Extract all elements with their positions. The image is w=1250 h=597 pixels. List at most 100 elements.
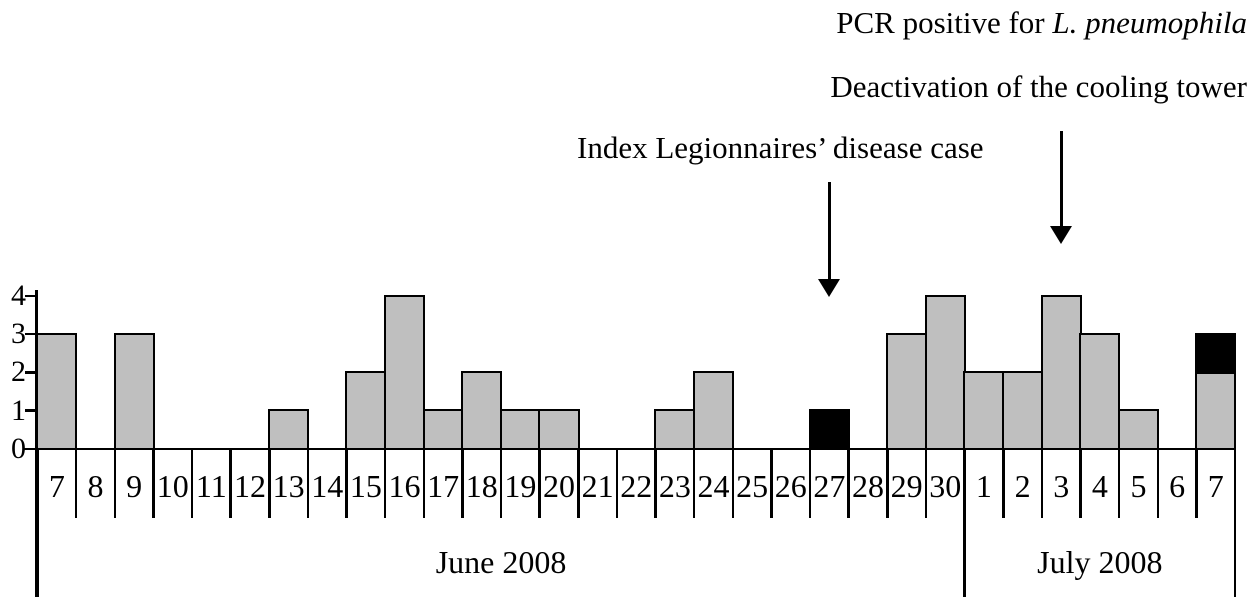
day-separator-tick (1117, 450, 1121, 518)
day-separator-tick (499, 450, 503, 518)
day-label-june-19: 19 (504, 468, 537, 504)
y-axis-tick (25, 332, 37, 336)
day-label-june-27: 27 (813, 468, 846, 504)
bar-june-24 (692, 371, 735, 451)
bar-june-29 (886, 332, 928, 451)
day-separator-tick (770, 450, 773, 518)
day-label-june-25: 25 (736, 468, 769, 504)
day-label-june-23: 23 (658, 468, 691, 504)
bar-july-3 (1040, 294, 1082, 451)
y-axis-tick-label: 4 (11, 278, 26, 312)
day-separator-tick (577, 450, 580, 518)
day-separator-tick (692, 450, 696, 518)
day-label-july-6: 6 (1169, 468, 1186, 504)
bar-june-30 (924, 294, 966, 451)
bar-june-17 (422, 409, 464, 451)
y-axis-tick (25, 447, 37, 451)
month-divider-line (36, 450, 39, 597)
bar-june-9 (113, 332, 155, 451)
y-axis-tick-label: 3 (11, 317, 26, 351)
day-separator-tick (538, 450, 541, 518)
month-label-june: June 2008 (435, 544, 567, 580)
day-separator-tick (615, 450, 619, 518)
day-separator-tick (190, 450, 194, 518)
day-label-july-7: 7 (1207, 468, 1224, 504)
day-label-june-8: 8 (87, 468, 104, 504)
day-separator-tick (1040, 450, 1044, 518)
bar-july-5 (1117, 409, 1159, 451)
day-label-june-24: 24 (697, 468, 730, 504)
day-separator-tick (847, 450, 850, 518)
day-label-june-9: 9 (126, 468, 143, 504)
day-separator-tick (152, 450, 155, 518)
day-separator-tick (74, 450, 78, 518)
day-separator-tick (383, 450, 387, 518)
month-divider-line (1233, 450, 1237, 597)
bar-june-19 (499, 409, 541, 451)
day-separator-tick (886, 450, 889, 518)
day-label-june-18: 18 (465, 468, 498, 504)
deactivation-label: Deactivation of the cooling tower (830, 69, 1247, 104)
day-label-june-16: 16 (388, 468, 421, 504)
y-axis-tick (25, 371, 37, 374)
deactivation-arrow-head (1050, 226, 1073, 244)
day-label-june-13: 13 (272, 468, 305, 504)
pneumophila-italic-text: L. pneumophila (1052, 5, 1247, 40)
day-label-july-5: 5 (1130, 468, 1147, 504)
bar-june-20 (538, 409, 580, 451)
pcr-positive-text: PCR positive for (836, 5, 1053, 40)
day-label-june-14: 14 (311, 468, 344, 504)
deactivation-arrow-line (1059, 131, 1063, 226)
day-label-june-20: 20 (543, 468, 575, 504)
x-axis-line (24, 447, 1237, 451)
bar-july-4 (1079, 332, 1121, 451)
bar-july-7 (1195, 371, 1237, 451)
day-label-june-29: 29 (890, 468, 923, 504)
day-label-june-7: 7 (48, 468, 65, 504)
day-separator-tick (461, 450, 464, 518)
day-label-june-12: 12 (233, 468, 266, 504)
day-label-july-1: 1 (975, 468, 992, 504)
month-divider-line (963, 450, 966, 597)
day-label-june-17: 17 (427, 468, 460, 504)
bar-june-18 (461, 371, 503, 451)
bar-june-7 (36, 332, 78, 451)
month-label-july: July 2008 (1037, 544, 1163, 580)
index-case-label: Index Legionnaires’ disease case (577, 130, 984, 165)
bar-june-23 (654, 409, 696, 451)
day-label-june-30: 30 (929, 468, 962, 504)
day-label-july-4: 4 (1091, 468, 1108, 504)
y-axis-tick (25, 294, 37, 298)
y-axis-tick-label: 0 (11, 432, 26, 465)
day-separator-tick (113, 450, 116, 518)
day-label-june-10: 10 (156, 468, 189, 504)
pcr-positive-label: PCR positive for L. pneumophila (836, 5, 1247, 41)
day-separator-tick (1079, 450, 1082, 518)
y-axis-tick-label: 1 (11, 393, 26, 427)
y-axis-tick (25, 409, 37, 412)
day-separator-tick (1156, 450, 1160, 518)
highlight-bar-june-27 (808, 409, 850, 451)
day-separator-tick (229, 450, 232, 518)
bar-june-15 (345, 371, 387, 451)
day-separator-tick (345, 450, 348, 518)
index-case-arrow-head (818, 279, 841, 297)
index-case-arrow-line (827, 182, 831, 279)
day-label-june-22: 22 (620, 468, 653, 504)
bar-july-2 (1002, 371, 1044, 451)
day-label-june-28: 28 (852, 468, 885, 504)
day-label-june-11: 11 (195, 468, 227, 504)
bar-july-1 (963, 371, 1005, 451)
day-label-june-21: 21 (581, 468, 614, 504)
day-separator-tick (268, 450, 271, 518)
day-separator-tick (1002, 450, 1005, 518)
day-label-july-3: 3 (1053, 468, 1070, 504)
day-label-june-26: 26 (774, 468, 807, 504)
day-separator-tick (731, 450, 735, 518)
day-label-june-15: 15 (349, 468, 382, 504)
day-label-july-2: 2 (1014, 468, 1031, 504)
day-separator-tick (1195, 450, 1198, 518)
bar-june-13 (268, 409, 310, 451)
day-separator-tick (306, 450, 310, 518)
